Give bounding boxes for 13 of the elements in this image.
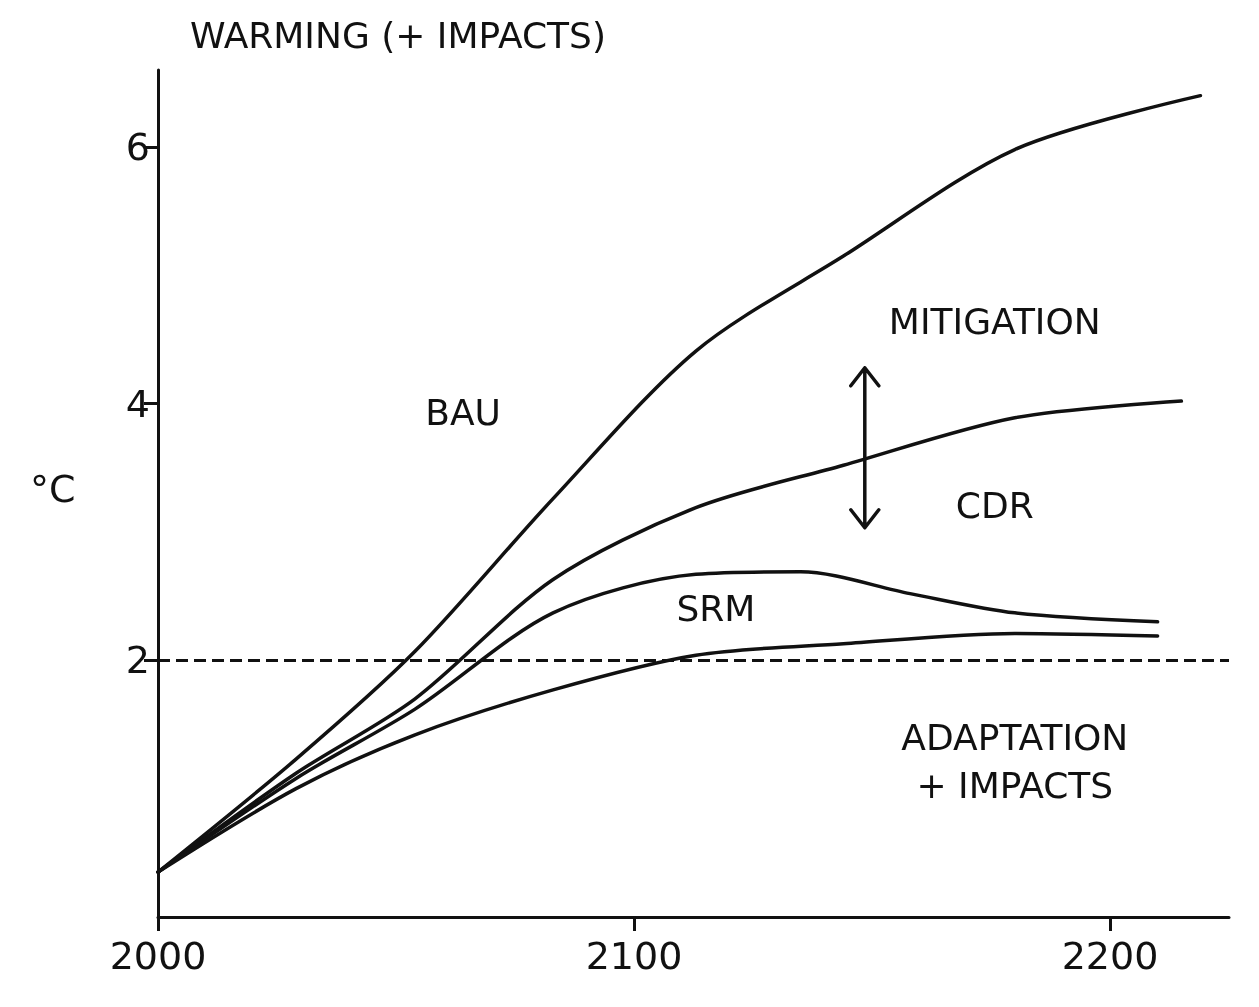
- x-tick-label: 2200: [1061, 934, 1159, 978]
- y-tick-label: 4: [125, 381, 150, 426]
- chart-title: WARMING (+ IMPACTS): [190, 14, 606, 56]
- x-tick-label: 2100: [585, 934, 683, 978]
- y-axis-title: °C: [30, 467, 76, 511]
- y-tick-label: 2: [125, 638, 150, 683]
- annotation: CDR: [955, 485, 1034, 527]
- x-tick-label: 2000: [109, 934, 207, 978]
- y-tick-label: 6: [125, 125, 150, 169]
- text: ADAPTATION + IMPACTS: [901, 716, 1129, 806]
- series-label: SRM: [676, 587, 756, 629]
- series-label: MITIGATION: [888, 301, 1101, 343]
- text: BAU: [425, 392, 501, 434]
